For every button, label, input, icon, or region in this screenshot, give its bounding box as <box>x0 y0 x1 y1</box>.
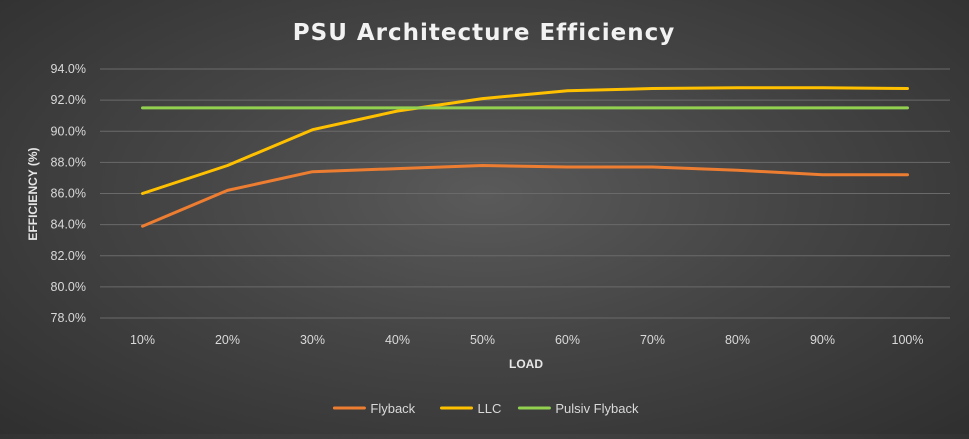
y-axis-title: EFFICIENCY (%) <box>26 147 40 240</box>
y-tick-label: 90.0% <box>51 124 86 138</box>
legend: Flyback LLC Pulsiv Flyback <box>332 401 639 416</box>
x-tick-label: 100% <box>892 333 924 347</box>
x-tick-label: 20% <box>215 333 240 347</box>
x-tick-label: 50% <box>470 333 495 347</box>
x-tick-label: 10% <box>130 333 155 347</box>
chart-title: PSU Architecture Efficiency <box>293 20 675 46</box>
legend-label-pulsiv-flyback: Pulsiv Flyback <box>555 401 639 416</box>
y-tick-label: 84.0% <box>51 218 86 232</box>
y-axis-ticks: 78.0% 80.0% 82.0% 84.0% 86.0% 88.0% 90.0% 92.0%… <box>51 62 86 325</box>
y-tick-label: 82.0% <box>51 249 86 263</box>
x-tick-label: 30% <box>300 333 325 347</box>
y-tick-label: 78.0% <box>51 311 86 325</box>
series-lines <box>141 86 909 228</box>
x-axis-ticks: 10% 20% 30% 40% 50% 60% 70% 80% 90% 100% <box>130 333 924 347</box>
legend-label-flyback: Flyback <box>370 401 415 416</box>
y-tick-label: 80.0% <box>51 280 86 294</box>
series-line-llc <box>141 86 909 195</box>
x-tick-label: 40% <box>385 333 410 347</box>
y-tick-label: 88.0% <box>51 155 86 169</box>
gridlines <box>100 68 950 319</box>
x-tick-label: 80% <box>725 333 750 347</box>
x-tick-label: 60% <box>555 333 580 347</box>
legend-label-llc: LLC <box>478 401 502 416</box>
x-tick-label: 70% <box>640 333 665 347</box>
y-tick-label: 86.0% <box>51 187 86 201</box>
x-tick-label: 90% <box>810 333 835 347</box>
y-tick-label: 92.0% <box>51 93 86 107</box>
series-line-flyback <box>141 164 909 228</box>
x-axis-title: LOAD <box>509 357 543 371</box>
y-tick-label: 94.0% <box>51 62 86 76</box>
